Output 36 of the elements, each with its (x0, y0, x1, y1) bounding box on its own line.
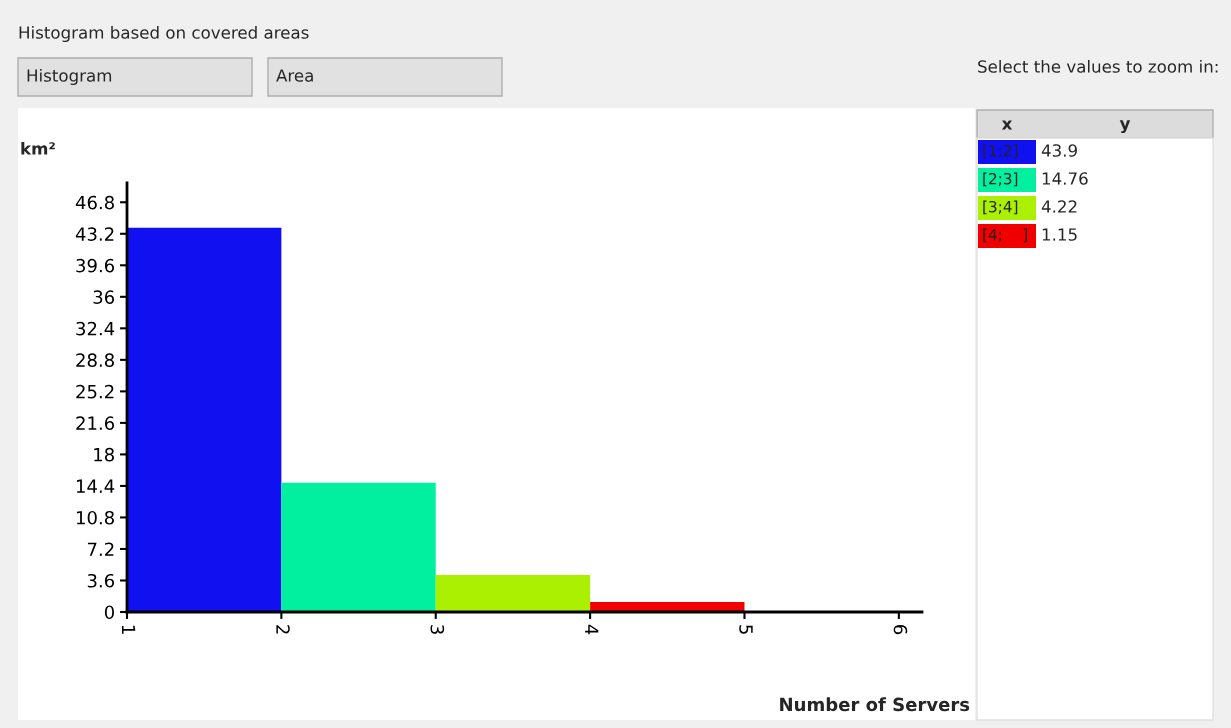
text: x (1001, 120, 1013, 130)
y-tick-label: 3.6 (87, 573, 115, 588)
y-tick-label: 25.2 (76, 384, 114, 399)
text: 4.22 (1041, 200, 1077, 213)
y-tick-label: 36 (93, 290, 115, 304)
x-tick-label: 6 (893, 625, 908, 635)
text: y (1119, 120, 1131, 134)
x-tick-label: 1 (122, 625, 136, 634)
chart-title: Histogram based on covered areas (19, 25, 309, 43)
x-tick-label: 3 (430, 625, 445, 634)
y-tick-label: 18 (94, 447, 114, 462)
text: [1;2] (983, 144, 1018, 159)
text: 43.9 (1041, 144, 1077, 157)
y-tick-label: 32.4 (76, 321, 115, 336)
y-tick-label: 14.4 (76, 479, 115, 493)
text: Select the values to zoom in: (978, 59, 1218, 73)
x-tick-label: 4 (585, 624, 599, 635)
y-axis-title: km² (21, 141, 55, 155)
y-tick-label: 7.2 (87, 542, 114, 556)
y-tick-label: 21.6 (76, 416, 115, 431)
y-tick-label: 39.6 (76, 258, 115, 273)
x-tick-label: 2 (276, 625, 290, 634)
text: 14.76 (1042, 172, 1088, 185)
y-tick-label: 43.2 (75, 227, 114, 241)
y-tick-label: 28.8 (76, 353, 114, 367)
text: [4; ] (983, 228, 1027, 243)
x-axis-title: Number of Servers (780, 697, 970, 712)
text: 1.15 (1042, 228, 1077, 241)
text: [3;4] (983, 200, 1018, 215)
text: Area (276, 69, 313, 82)
text: Histogram (27, 68, 112, 86)
text: [2;3] (983, 172, 1018, 187)
y-tick-label: 10.8 (76, 510, 114, 525)
x-tick-label: 5 (739, 625, 753, 634)
y-tick-label: 0 (104, 605, 114, 620)
y-tick-label: 46.8 (75, 195, 114, 210)
